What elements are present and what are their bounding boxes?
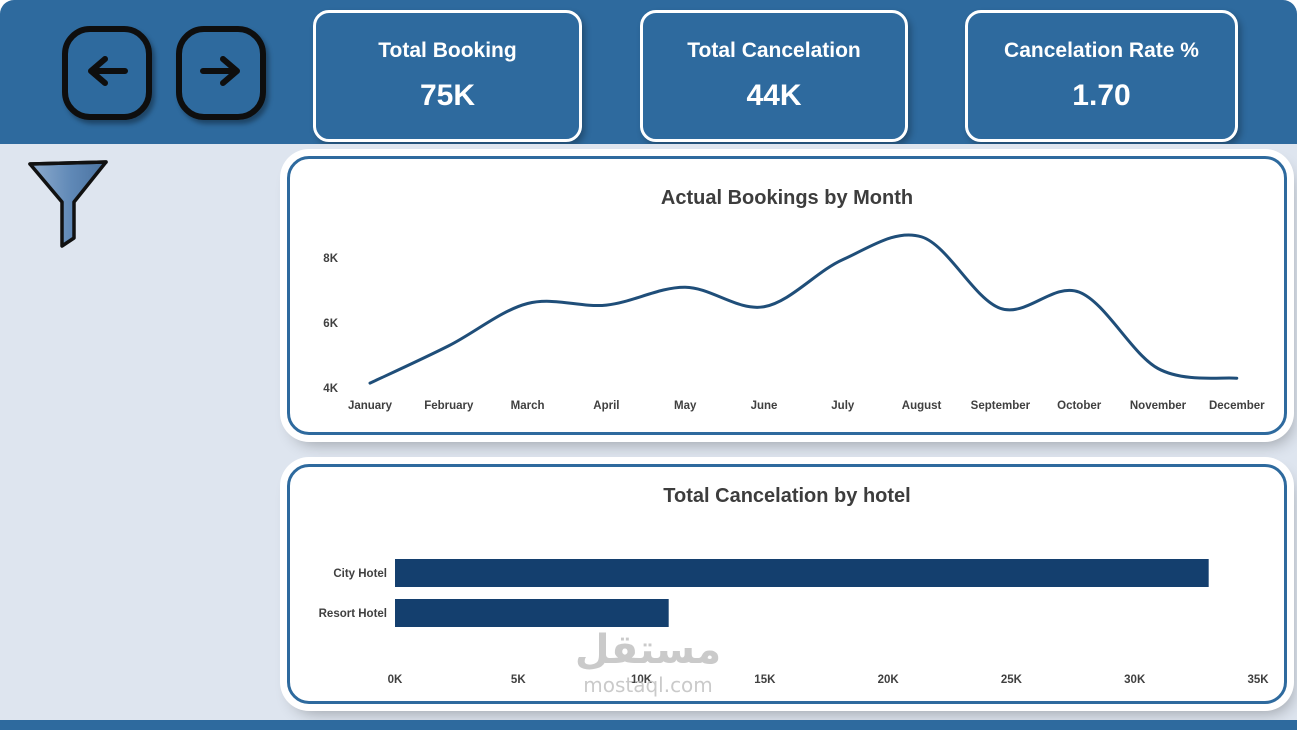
svg-text:30K: 30K <box>1124 674 1146 686</box>
kpi-value: 75K <box>419 79 476 112</box>
kpi-card-total-cancelation: Total Cancelation 44K <box>640 10 908 142</box>
svg-text:15K: 15K <box>754 674 776 686</box>
footer-bar <box>0 720 1297 730</box>
svg-text:8K: 8K <box>323 253 338 265</box>
svg-text:Resort Hotel: Resort Hotel <box>319 608 387 620</box>
forward-button[interactable] <box>176 26 266 120</box>
kpi-card-total-booking: Total Booking 75K <box>313 10 582 142</box>
svg-text:May: May <box>674 400 697 412</box>
svg-text:June: June <box>751 400 778 412</box>
svg-text:August: August <box>902 400 942 412</box>
kpi-value: 44K <box>746 79 802 112</box>
line-chart-card: Actual Bookings by Month 4K 6K 8K January Fe… <box>287 156 1287 435</box>
svg-text:City Hotel: City Hotel <box>333 568 387 580</box>
forward-arrow-icon <box>197 54 245 93</box>
svg-text:November: November <box>1130 400 1187 412</box>
line-chart-canvas[interactable]: 4K 6K 8K January February March April May June Ju… <box>290 159 1284 432</box>
svg-text:April: April <box>593 400 619 412</box>
kpi-label: Cancelation Rate % <box>1004 39 1199 62</box>
line-chart-title: Actual Bookings by Month <box>660 187 914 209</box>
svg-text:October: October <box>1057 400 1102 412</box>
svg-text:September: September <box>971 400 1031 412</box>
svg-text:20K: 20K <box>878 674 900 686</box>
svg-text:35K: 35K <box>1247 674 1269 686</box>
main-content: Actual Bookings by Month 4K 6K 8K January Fe… <box>0 144 1297 720</box>
svg-text:10K: 10K <box>631 674 653 686</box>
bar-chart-card: Total Cancelation by hotel City Hotel Res… <box>287 464 1287 704</box>
svg-text:5K: 5K <box>511 674 526 686</box>
svg-text:December: December <box>1209 400 1265 412</box>
svg-text:6K: 6K <box>323 318 338 330</box>
svg-text:25K: 25K <box>1001 674 1023 686</box>
kpi-value: 1.70 <box>1072 79 1131 112</box>
bar-chart-canvas[interactable]: City Hotel Resort Hotel 0K 5K 10K 15K 20K 25K 30… <box>290 467 1284 701</box>
svg-text:4K: 4K <box>323 383 338 395</box>
kpi-label: Total Cancelation <box>687 39 861 62</box>
header-bar: Total Booking 75K Total Cancelation 44K … <box>0 0 1297 144</box>
svg-text:February: February <box>424 400 474 412</box>
bar-chart-title: Total Cancelation by hotel <box>663 485 911 507</box>
filter-funnel-icon[interactable] <box>24 156 110 250</box>
kpi-card-cancelation-rate: Cancelation Rate % 1.70 <box>965 10 1238 142</box>
kpi-label: Total Booking <box>378 39 517 62</box>
svg-text:July: July <box>831 400 855 412</box>
svg-text:March: March <box>511 400 545 412</box>
back-arrow-icon <box>83 54 131 93</box>
back-button[interactable] <box>62 26 152 120</box>
svg-text:January: January <box>348 400 393 412</box>
svg-text:0K: 0K <box>388 674 403 686</box>
